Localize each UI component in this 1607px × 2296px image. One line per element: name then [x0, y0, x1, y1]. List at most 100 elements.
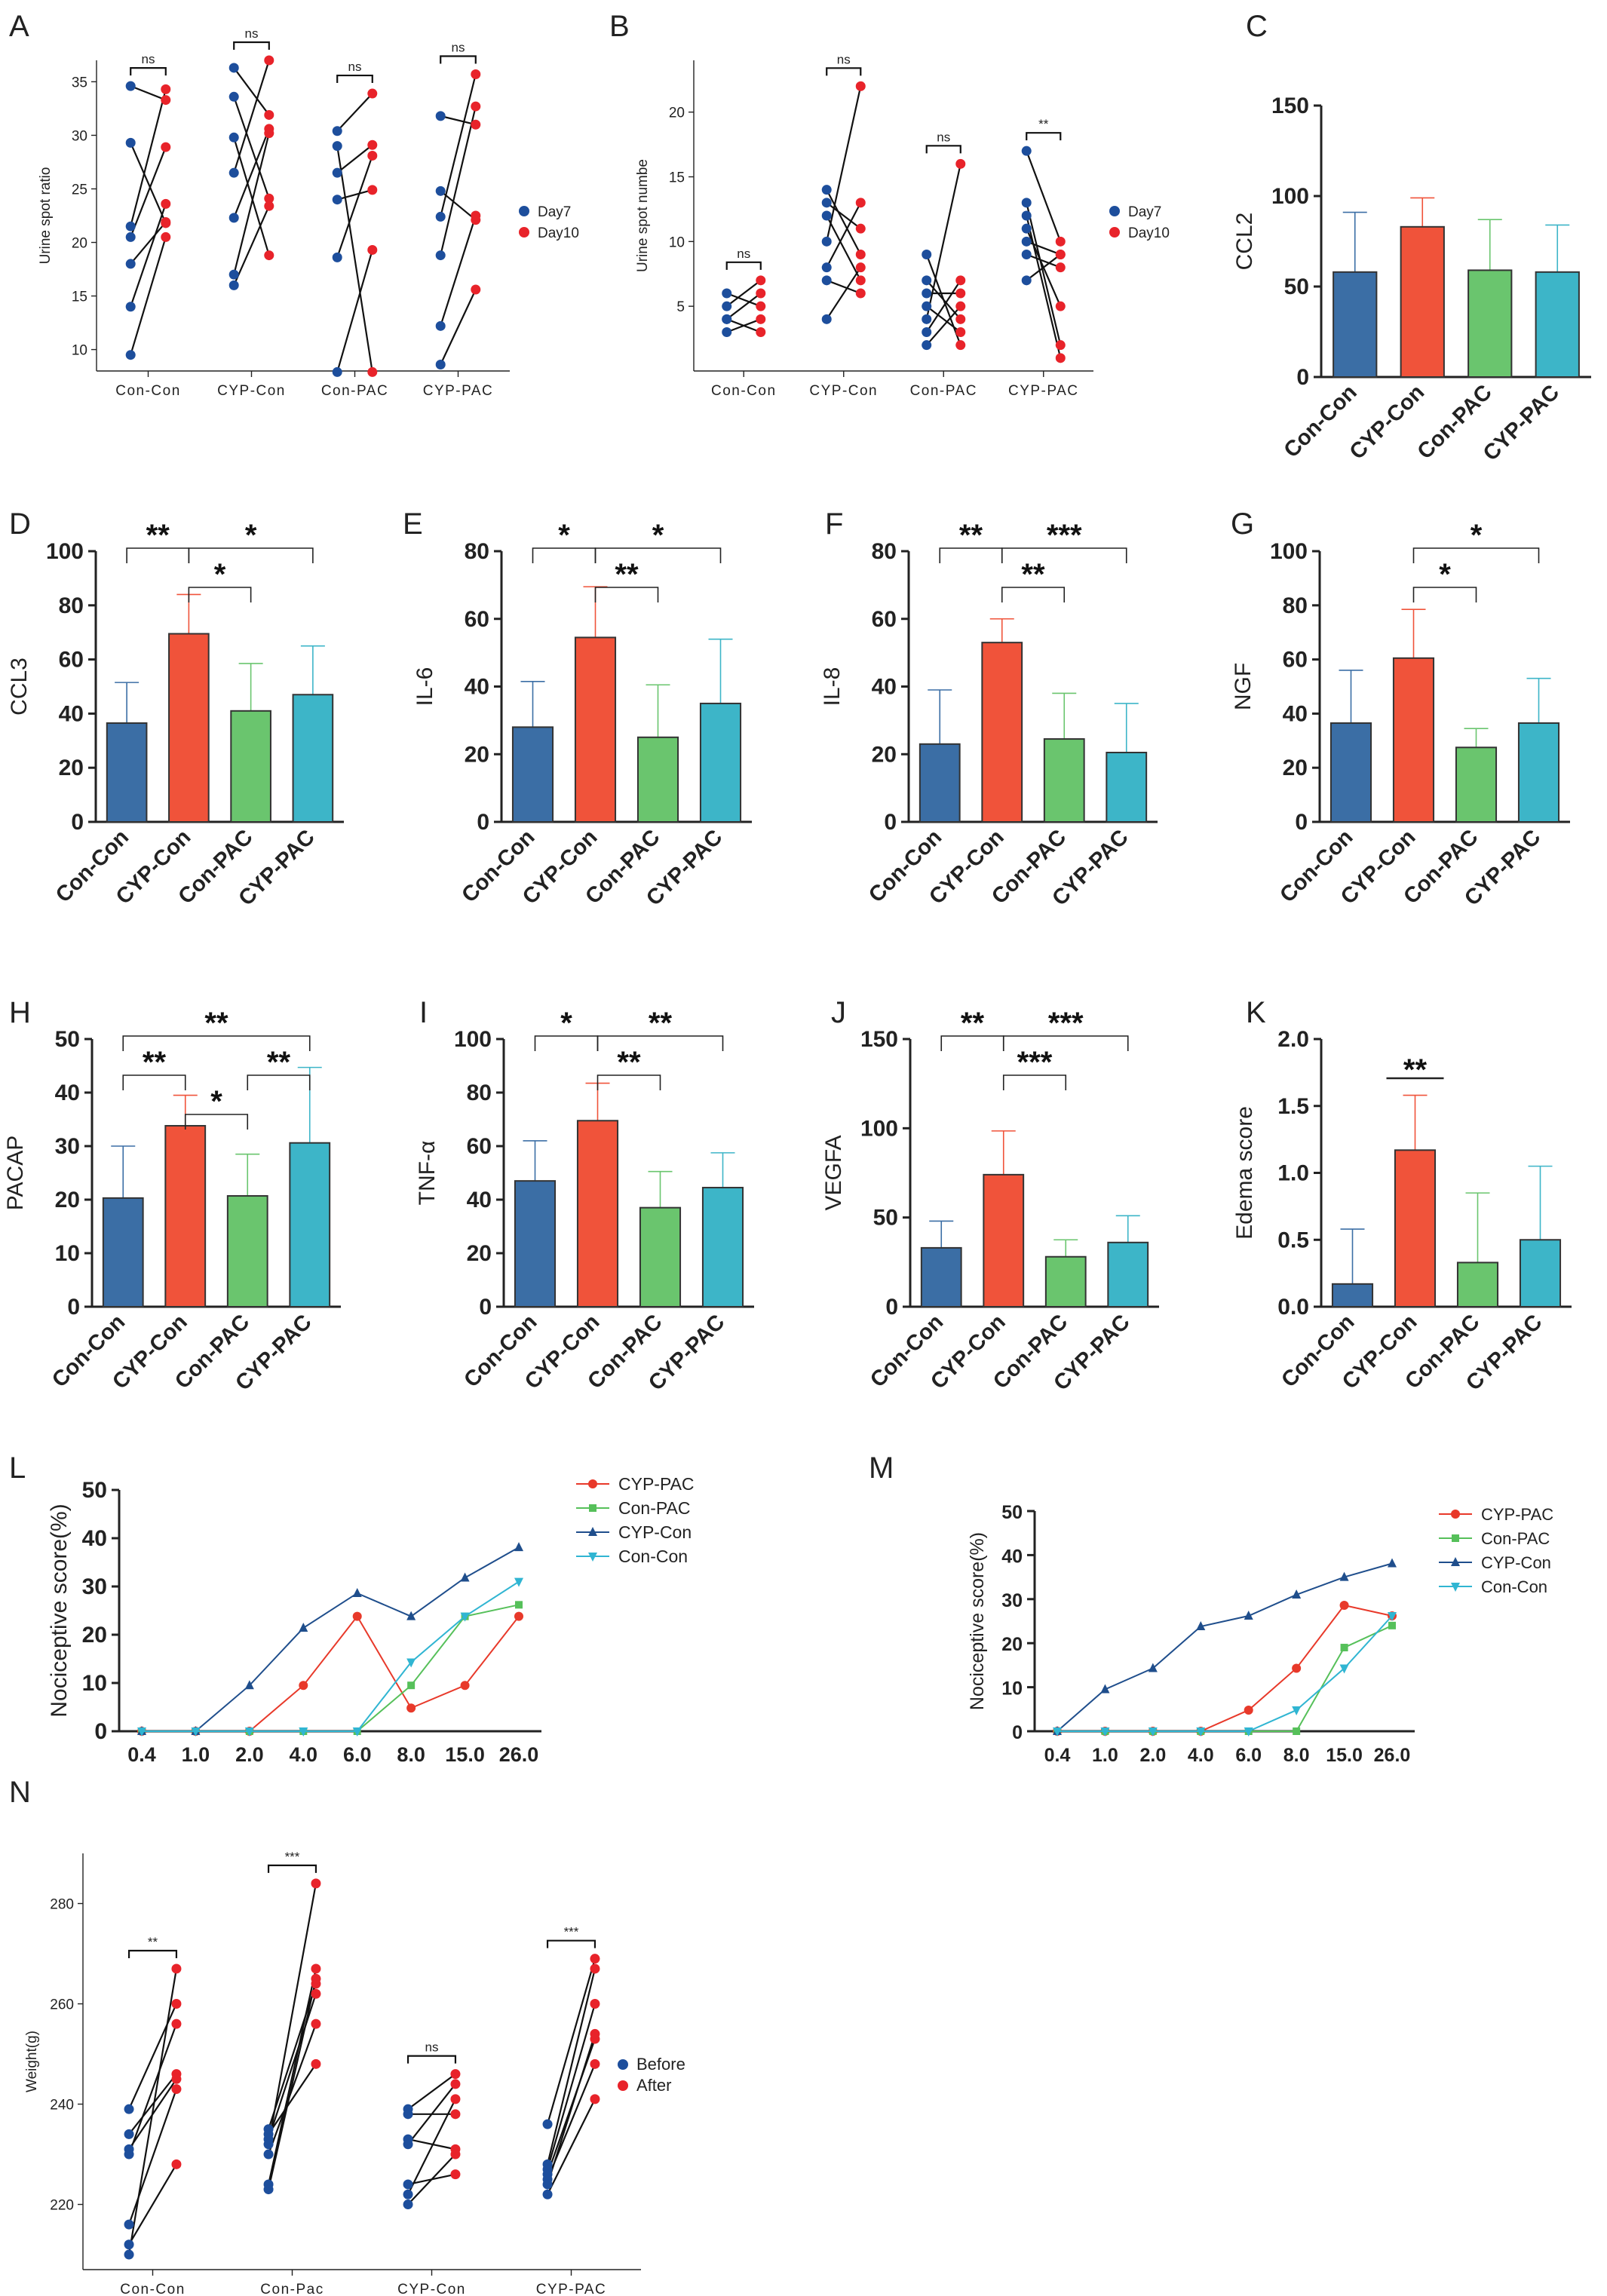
bar-con-con: [920, 1246, 962, 1308]
significance-label: *: [652, 519, 664, 552]
pair-line: [128, 2023, 177, 2155]
bar-con-pac: [1456, 1261, 1499, 1308]
y-axis-label: CCL3: [7, 658, 32, 716]
x-tick-label: CYP-PAC: [1008, 383, 1079, 399]
y-tick-label: 20: [1283, 756, 1308, 780]
data-point: [1292, 1589, 1302, 1599]
data-point: [1148, 1663, 1158, 1672]
y-tick-label: 80: [59, 593, 84, 618]
data-point: [1339, 1571, 1349, 1581]
pair-line: [440, 215, 477, 326]
pair-line: [128, 2163, 177, 2245]
point-before: [1021, 275, 1032, 286]
data-point: [1244, 1727, 1253, 1737]
bar-cyp-pac: [701, 1187, 744, 1308]
point-before: [124, 2129, 134, 2139]
significance-bracket: [127, 1949, 178, 1958]
panel-l: L 0 10 20 30 40 50 Nociceptive score(%) 0.4 1.0 2.…: [9, 1451, 695, 1766]
pair-line: [233, 60, 270, 173]
pair-line: [826, 215, 862, 281]
significance-bracket: [188, 587, 252, 602]
pair-line: [407, 2073, 456, 2111]
point-after: [855, 250, 866, 259]
point-after: [1055, 301, 1066, 311]
panel-d: D020406080100CCL3Con-ConCYP-ConCon-PACCY…: [7, 507, 344, 911]
series-line-cyp-con: [1057, 1562, 1393, 1732]
point-after: [171, 2074, 182, 2084]
pair-line: [546, 2003, 596, 2170]
point-after: [471, 284, 481, 295]
pair-line: [726, 318, 762, 333]
panel-label: M: [869, 1451, 894, 1485]
significance-label: ***: [1017, 1046, 1053, 1079]
data-point: [352, 1727, 362, 1737]
y-tick-label: 50: [82, 1478, 107, 1503]
y-tick-label: 20: [72, 236, 87, 252]
pair-line: [826, 279, 861, 295]
point-before: [228, 63, 239, 73]
panel-label: G: [1231, 507, 1254, 541]
point-before: [403, 2139, 413, 2150]
legend-marker: [618, 2080, 628, 2091]
y-tick-label: 10: [1001, 1678, 1023, 1700]
y-tick-label: 0: [1012, 1722, 1023, 1743]
point-after: [855, 81, 866, 91]
significance-label: **: [1021, 558, 1045, 591]
y-tick-label: 260: [50, 1997, 74, 2013]
pair-line: [407, 2098, 456, 2195]
y-axis-label: PACAP: [3, 1136, 28, 1210]
point-after: [367, 150, 378, 161]
point-after: [756, 275, 766, 286]
significance-label: *: [214, 558, 226, 591]
legend-label: Day10: [538, 225, 579, 241]
x-tick-label: 2.0: [1139, 1745, 1166, 1766]
point-after: [590, 1999, 600, 2009]
x-tick-label: 4.0: [1188, 1745, 1214, 1766]
pair-line: [233, 67, 270, 116]
legend-label: Con-PAC: [1481, 1529, 1550, 1548]
point-after: [171, 2159, 182, 2169]
bar-con-pac: [1455, 746, 1498, 823]
bar-con-con: [106, 722, 148, 823]
point-before: [125, 137, 136, 148]
significance-label: ns: [425, 2040, 439, 2055]
point-before: [722, 314, 732, 324]
y-tick-label: 80: [465, 539, 489, 564]
data-point: [515, 1601, 523, 1609]
point-before: [435, 250, 446, 261]
significance-label: *: [245, 519, 257, 552]
y-tick-label: 50: [1284, 274, 1309, 299]
point-before: [124, 2239, 134, 2250]
data-point: [1244, 1610, 1253, 1620]
significance-label: **: [204, 1007, 228, 1040]
significance-label: ns: [348, 60, 362, 74]
pair-line: [130, 237, 167, 356]
significance-label: *: [558, 519, 570, 552]
point-after: [311, 2019, 321, 2029]
point-before: [1021, 198, 1032, 208]
point-after: [590, 2094, 600, 2104]
point-after: [264, 201, 274, 211]
pair-line: [407, 2083, 456, 2145]
data-point: [352, 1587, 362, 1597]
bar-cyp-con: [1394, 1149, 1437, 1307]
bar-con-pac: [636, 736, 679, 823]
y-tick-label: 20: [55, 1188, 80, 1212]
x-tick-label: CYP-Con: [217, 383, 286, 399]
y-axis-label: CCL2: [1232, 213, 1257, 271]
data-point: [1100, 1684, 1110, 1694]
significance-bracket: [1002, 1035, 1129, 1051]
data-point: [1388, 1621, 1396, 1629]
legend-marker: [588, 1479, 597, 1488]
y-tick-label: 0: [885, 1295, 898, 1320]
panel-label: F: [825, 507, 843, 541]
y-axis-label: IL-6: [412, 667, 437, 707]
point-before: [263, 2149, 274, 2160]
significance-label: ns: [737, 247, 750, 261]
significance-label: *: [560, 1007, 572, 1040]
point-before: [1021, 223, 1032, 234]
y-tick-label: 30: [55, 1134, 80, 1159]
pair-line: [130, 85, 167, 101]
legend-marker: [1452, 1534, 1459, 1542]
